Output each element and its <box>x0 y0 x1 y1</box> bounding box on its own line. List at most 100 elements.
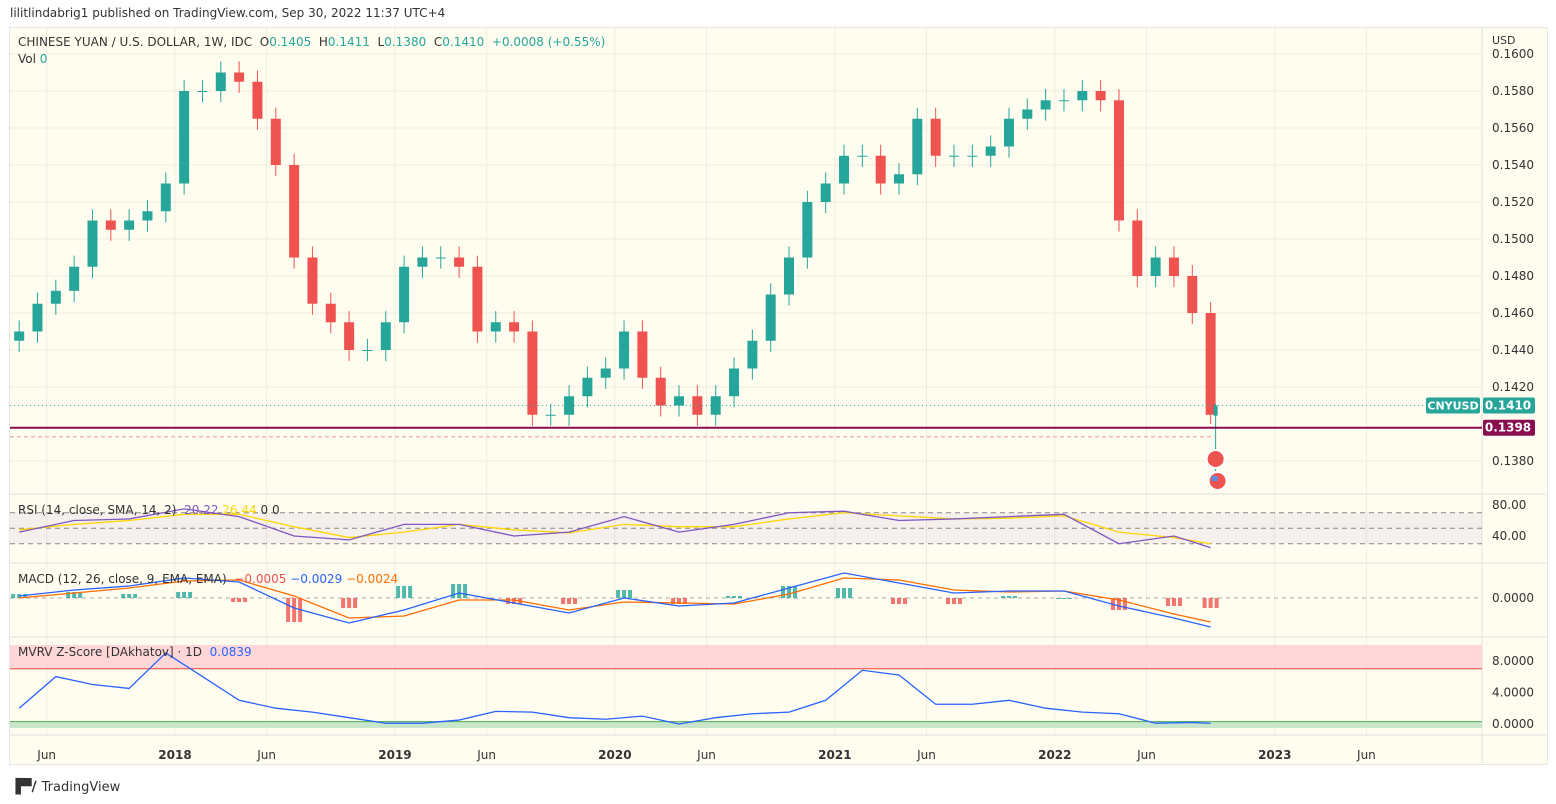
candle-body <box>344 322 355 350</box>
x-tick-label: 2022 <box>1038 748 1071 762</box>
candle-body <box>1022 109 1033 119</box>
macd-histogram-bar <box>1067 598 1072 599</box>
rsi-sma-value: 26.44 <box>222 503 257 517</box>
mvrv-legend: MVRV Z-Score [DAkhatov] · 1D 0.0839 <box>18 645 252 659</box>
macd-histogram-bar <box>1214 598 1219 608</box>
candle-body <box>674 396 685 406</box>
candle-body <box>105 220 116 230</box>
china-flag-icon <box>1205 449 1226 469</box>
candle-body <box>69 266 80 291</box>
macd-histogram-bar <box>408 586 413 598</box>
candle-body <box>417 257 428 267</box>
chart-frame[interactable] <box>9 27 1548 765</box>
price-tick-label: 0.1500 <box>1492 232 1534 246</box>
macd-histogram-bar <box>1006 596 1011 598</box>
candle-body <box>490 322 501 332</box>
rsi-line <box>19 508 1211 549</box>
candle-body <box>930 118 941 156</box>
x-tick-label: Jun <box>1136 748 1156 762</box>
candle-body <box>637 331 648 378</box>
candle-body <box>710 396 721 415</box>
macd-histogram-bar <box>231 598 236 602</box>
macd-histogram-bar <box>903 598 908 604</box>
price-tick-label: 0.1440 <box>1492 343 1534 357</box>
macd-tick-label: 0.0000 <box>1492 591 1534 605</box>
candle-body <box>454 257 465 267</box>
macd-histogram-bar <box>127 594 132 598</box>
x-tick-label: Jun <box>1356 748 1376 762</box>
candle-body <box>399 266 410 323</box>
candle-body <box>270 118 281 165</box>
candle-body <box>87 220 98 267</box>
price-tick-label: 0.1580 <box>1492 84 1534 98</box>
last-price-tag <box>1483 397 1535 414</box>
macd-histogram-bar <box>573 598 578 604</box>
candle-body <box>472 266 483 332</box>
macd-value: −0.0029 <box>290 572 343 586</box>
macd-histogram-bar <box>463 584 468 598</box>
candle-body <box>160 183 171 212</box>
x-tick-label: 2021 <box>818 748 851 762</box>
candle-body <box>1003 118 1014 147</box>
x-tick-label: Jun <box>476 748 496 762</box>
macd-histogram-bar <box>945 598 950 604</box>
candle-body <box>1205 313 1216 415</box>
macd-histogram-bar <box>78 592 83 598</box>
macd-line <box>19 572 1211 628</box>
mvrv-line <box>18 652 1211 725</box>
currency-label: USD <box>1492 34 1516 47</box>
o-label: O <box>259 35 270 49</box>
candle-body <box>820 183 831 202</box>
l-label: L <box>377 35 385 49</box>
candle-body <box>1058 100 1069 102</box>
macd-histogram-bar <box>622 590 627 598</box>
mvrv-tick-label: 8.0000 <box>1492 654 1534 668</box>
candle-body <box>14 331 25 341</box>
candle-body <box>985 146 996 156</box>
rsi-value: 20.22 <box>184 503 219 517</box>
price-tick-label: 0.1540 <box>1492 158 1534 172</box>
macd-histogram-bar <box>121 594 126 598</box>
candle-body <box>564 396 575 415</box>
last-price-label: 0.1410 <box>1485 399 1531 413</box>
x-tick-label: 2023 <box>1258 748 1291 762</box>
mvrv-title: MVRV Z-Score [DAkhatov] · 1D <box>18 645 203 659</box>
macd-histogram-bar <box>1055 598 1060 599</box>
candle-body <box>1187 276 1198 313</box>
x-tick-label: 2019 <box>378 748 411 762</box>
macd-histogram-bar <box>182 592 187 598</box>
macd-histogram-bar <box>506 598 511 604</box>
candle-body <box>545 414 556 416</box>
rsi-value-3: 0 <box>260 503 269 517</box>
us-flag-canton <box>1211 476 1218 481</box>
rsi-tick-label: 40.00 <box>1492 529 1526 543</box>
horizontal-line-label: 0.1398 <box>1485 421 1531 435</box>
candle-body <box>325 303 336 323</box>
mvrv-green-band <box>10 721 1482 728</box>
candle-body <box>857 155 868 157</box>
macd-hist-value: −0.0005 <box>234 572 287 586</box>
rsi-legend: RSI (14, close, SMA, 14, 2) 20.22 26.44 … <box>18 503 280 517</box>
high-value: 0.1411 <box>327 35 370 49</box>
candle-body <box>582 377 593 397</box>
candle-body <box>894 174 905 184</box>
candle-body <box>1077 91 1088 101</box>
candle-body <box>509 322 520 332</box>
candle-body <box>124 220 135 230</box>
price-tick-label: 0.1520 <box>1492 195 1534 209</box>
symbol-title: CHINESE YUAN / U.S. DOLLAR, 1W, IDC <box>18 35 253 49</box>
candle-body <box>1095 91 1106 101</box>
x-tick-label: 2018 <box>158 748 191 762</box>
low-value: 0.1380 <box>384 35 427 49</box>
macd-histogram-bar <box>396 586 401 598</box>
macd-histogram-bar <box>188 592 193 598</box>
macd-histogram-bar <box>677 598 682 604</box>
vol-label: Vol <box>18 52 36 66</box>
candle-body <box>142 211 153 221</box>
macd-histogram-bar <box>286 598 291 622</box>
macd-histogram-bar <box>628 590 633 598</box>
mvrv-tick-label: 4.0000 <box>1492 685 1534 699</box>
price-tick-label: 0.1560 <box>1492 121 1534 135</box>
macd-histogram-bar <box>292 598 297 622</box>
